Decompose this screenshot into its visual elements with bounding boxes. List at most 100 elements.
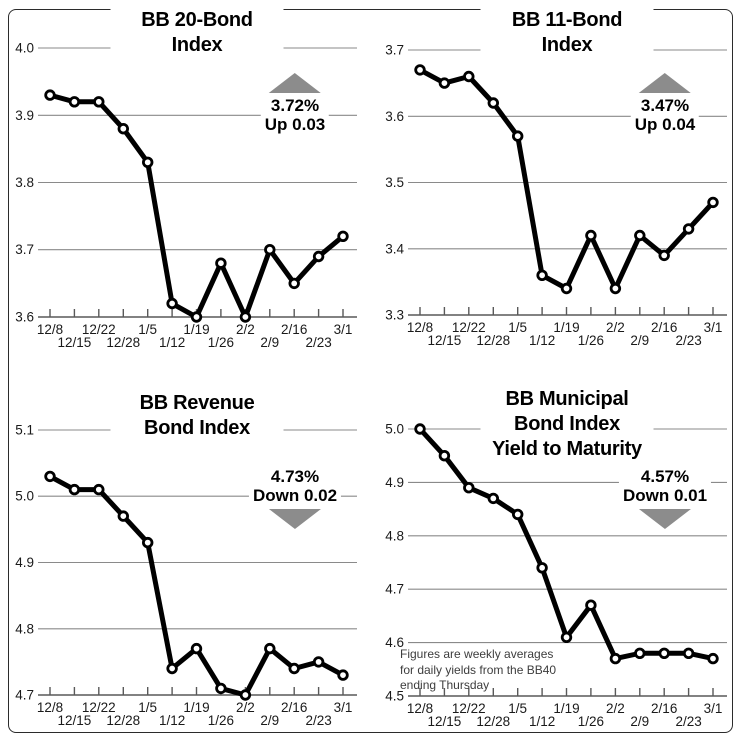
x-tick-label: 1/19	[553, 701, 579, 716]
x-tick-label: 3/1	[334, 322, 353, 337]
y-tick-label: 5.0	[15, 489, 34, 504]
x-tick-label: 2/9	[630, 714, 649, 729]
down-arrow-icon	[269, 509, 321, 529]
data-point-marker	[68, 483, 81, 496]
y-tick-label: 3.3	[385, 308, 404, 323]
x-tick-label: 12/15	[58, 713, 92, 728]
data-point-marker	[609, 282, 622, 295]
x-tick-label: 1/5	[508, 320, 527, 335]
y-tick-label: 4.9	[15, 555, 34, 570]
data-point-marker	[658, 647, 670, 660]
x-tick-label: 1/26	[578, 714, 604, 729]
data-line	[417, 426, 716, 662]
y-tick-label: 4.8	[15, 621, 34, 636]
x-tick-label: 12/28	[106, 713, 140, 728]
x-tick-label: 12/8	[37, 322, 63, 337]
data-point-marker	[117, 510, 130, 522]
y-tick-label: 4.7	[385, 582, 404, 597]
data-point-marker	[239, 689, 252, 701]
data-point-marker	[585, 229, 597, 242]
plot-area-bb-11-bond: 3.73.63.53.43.312/812/1512/2212/281/51/1…	[385, 43, 727, 348]
data-point-marker	[312, 250, 325, 263]
data-point-marker	[438, 449, 451, 462]
data-point-marker	[264, 642, 276, 655]
x-tick-label: 1/26	[208, 335, 234, 350]
data-point-marker	[511, 130, 524, 142]
x-tick-label: 12/15	[58, 335, 92, 350]
data-point-marker	[414, 423, 426, 435]
chart-bb-20-bond-index: 4.0 3.9 3.8 3.7 3.6 12/8 12/15 12/22 12/28 1/5 1/1…	[0, 0, 370, 371]
plot-area-bb-20-bond: 4.03.93.83.73.612/812/1512/2212/281/51/1…	[15, 41, 357, 350]
data-point-marker	[707, 652, 719, 665]
data-point-marker	[239, 311, 252, 323]
y-tick-label: 4.7	[15, 688, 34, 703]
data-point-marker	[634, 647, 646, 660]
x-tick-label: 1/26	[208, 713, 234, 728]
x-tick-label: 12/22	[82, 322, 116, 337]
x-tick-label: 12/15	[428, 714, 462, 729]
x-tick-label: 3/1	[704, 320, 723, 335]
up-arrow-icon	[268, 73, 321, 93]
y-tick-label: 3.9	[15, 108, 34, 123]
data-point-marker	[44, 470, 56, 483]
annotation-value: 4.73%	[270, 467, 320, 486]
x-tick-label: 2/16	[281, 322, 307, 337]
data-point-marker	[487, 492, 500, 505]
x-tick-label: 12/15	[428, 333, 462, 348]
chart-title-bb-11-bond: BB 11-Bond Index	[480, 8, 654, 58]
annotation-change: Down 0.01	[622, 486, 708, 505]
chart-bb-revenue-bond-index: 5.1 5.0 4.9 4.8 4.7 12/8 12/15 12/22 12/28 1/5 1/1…	[0, 371, 370, 742]
up-arrow-icon	[638, 73, 691, 93]
y-tick-label: 4.6	[385, 635, 404, 650]
data-point-marker	[658, 249, 670, 262]
chart-bb-11-bond-index: 3.7 3.6 3.5 3.4 3.3 12/8 12/15 12/22 12/28 1/5 1/1…	[370, 0, 740, 371]
x-tick-label: 12/28	[106, 335, 140, 350]
data-point-marker	[215, 257, 227, 269]
data-point-marker	[337, 669, 349, 681]
y-tick-label: 5.1	[15, 423, 34, 438]
data-point-marker	[463, 481, 475, 494]
data-point-marker	[585, 599, 597, 611]
x-tick-label: 1/19	[183, 322, 209, 337]
data-point-marker	[68, 96, 81, 108]
y-tick-label: 3.7	[15, 242, 34, 257]
data-point-marker	[487, 97, 500, 109]
y-tick-label: 4.0	[15, 41, 34, 56]
data-point-marker	[288, 277, 300, 290]
x-tick-label: 2/16	[651, 320, 677, 335]
x-tick-label: 1/19	[183, 700, 209, 715]
x-tick-label: 1/26	[578, 333, 604, 348]
y-tick-label: 4.9	[385, 475, 404, 490]
data-point-marker	[414, 64, 426, 76]
x-tick-label: 2/9	[260, 713, 279, 728]
data-point-marker	[337, 230, 349, 243]
data-point-marker	[634, 229, 646, 242]
x-tick-label: 12/28	[476, 714, 510, 729]
annotation-change: Up 0.04	[634, 115, 696, 134]
data-point-marker	[536, 562, 548, 574]
x-tick-label: 1/5	[138, 322, 157, 337]
x-tick-label: 1/12	[529, 714, 555, 729]
x-tick-label: 2/9	[260, 335, 279, 350]
x-tick-label: 1/12	[529, 333, 555, 348]
data-point-marker	[511, 508, 524, 521]
data-point-marker	[141, 536, 154, 549]
data-point-marker	[609, 652, 622, 665]
x-tick-label: 1/12	[159, 713, 185, 728]
annotation-change: Down 0.02	[252, 486, 338, 505]
x-tick-label: 1/12	[159, 335, 185, 350]
data-point-marker	[190, 311, 203, 323]
x-tick-label: 1/5	[508, 701, 527, 716]
data-point-marker	[141, 156, 154, 169]
data-point-marker	[288, 662, 300, 675]
y-tick-label: 4.5	[385, 689, 404, 704]
annotation-bb-11-bond: 3.47% Up 0.04	[630, 73, 700, 134]
down-arrow-icon	[639, 509, 691, 529]
data-point-marker	[560, 282, 573, 295]
data-point-marker	[438, 77, 451, 89]
annotation-bb-revenue-bond: 4.73% Down 0.02	[248, 467, 342, 529]
data-point-marker	[264, 243, 276, 256]
x-tick-label: 2/23	[305, 713, 331, 728]
chart-title-bb-municipal-bond: BB Municipal Bond Index Yield to Maturit…	[480, 387, 654, 462]
y-tick-label: 3.4	[385, 241, 404, 256]
